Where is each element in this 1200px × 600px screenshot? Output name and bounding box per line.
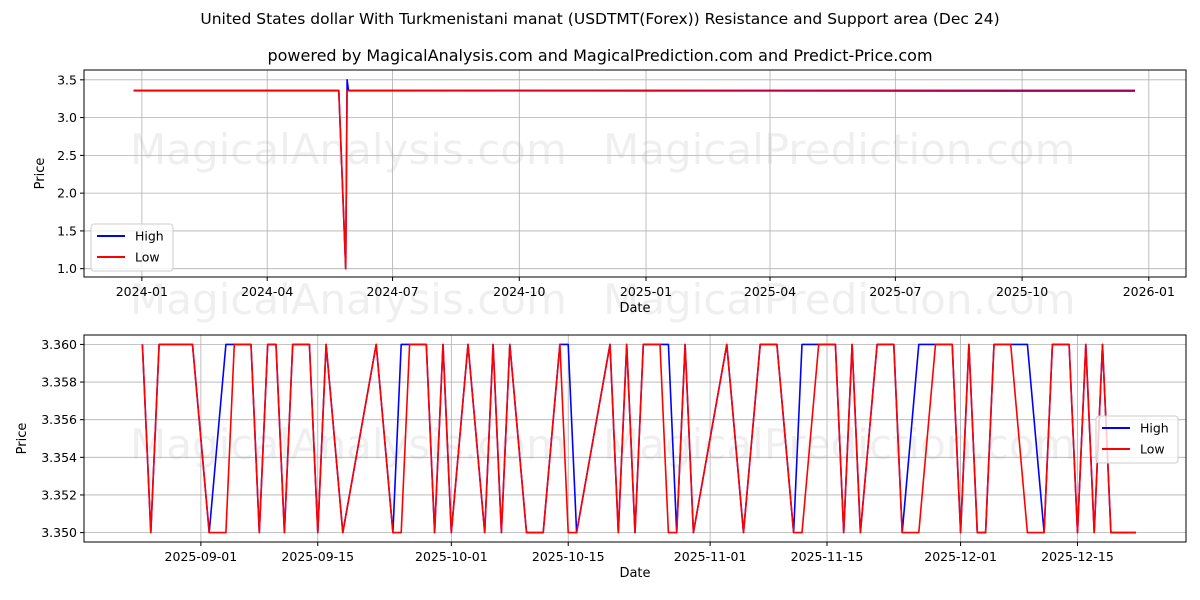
x-tick-label: 2025-01 bbox=[620, 284, 672, 299]
x-tick-label: 2025-09-01 bbox=[165, 549, 238, 564]
y-tick-label: 2.5 bbox=[57, 148, 77, 163]
plot-frame bbox=[83, 334, 1187, 543]
x-tick-label: 2025-12-15 bbox=[1041, 549, 1114, 564]
watermark: MagicalPrediction.com bbox=[603, 125, 1076, 174]
chart-2: MagicalAnalysis.com MagicalPrediction.com… bbox=[15, 334, 1187, 581]
y-tick-label: 3.350 bbox=[41, 525, 77, 540]
legend-label: Low bbox=[135, 250, 160, 265]
x-tick-label: 2024-01 bbox=[116, 284, 168, 299]
x-tick-label: 2025-10-01 bbox=[415, 549, 488, 564]
x-tick-label: 2026-01 bbox=[1123, 284, 1175, 299]
y-tick-label: 3.0 bbox=[57, 110, 77, 125]
y-axis-label: Price bbox=[33, 158, 48, 190]
x-tick-label: 2025-09-15 bbox=[281, 549, 354, 564]
x-axis-label: Date bbox=[619, 566, 650, 581]
watermark: MagicalAnalysis.com bbox=[130, 275, 567, 324]
plot-frame bbox=[83, 69, 1187, 278]
y-tick-label: 2.0 bbox=[57, 186, 77, 201]
legend-label: High bbox=[135, 229, 164, 244]
x-axis-label: Date bbox=[619, 301, 650, 316]
chart-title: United States dollar With Turkmenistani … bbox=[200, 10, 1000, 28]
legend-label: Low bbox=[1140, 442, 1165, 457]
legend: High Low bbox=[90, 223, 174, 272]
y-axis-label: Price bbox=[15, 423, 30, 455]
series-line-high bbox=[133, 79, 1135, 270]
y-tick-label: 1.5 bbox=[57, 223, 77, 238]
x-tick-label: 2024-04 bbox=[241, 284, 293, 299]
y-tick-label: 3.356 bbox=[41, 412, 77, 427]
y-tick-label: 3.5 bbox=[57, 72, 77, 87]
chart-subtitle: powered by MagicalAnalysis.com and Magic… bbox=[267, 46, 933, 65]
x-tick-label: 2025-11-15 bbox=[791, 549, 864, 564]
x-tick-label: 2025-11-01 bbox=[674, 549, 747, 564]
x-tick-label: 2024-07 bbox=[366, 284, 418, 299]
x-tick-label: 2025-04 bbox=[744, 284, 796, 299]
y-tick-label: 3.354 bbox=[41, 450, 77, 465]
y-tick-label: 1.0 bbox=[57, 261, 77, 276]
x-tick-label: 2025-10 bbox=[996, 284, 1048, 299]
y-tick-label: 3.352 bbox=[41, 487, 77, 502]
y-tick-label: 3.360 bbox=[41, 337, 77, 352]
series-line-low bbox=[141, 343, 1136, 534]
x-tick-label: 2024-10 bbox=[493, 284, 545, 299]
series-line-low bbox=[133, 90, 1136, 270]
legend-label: High bbox=[1140, 421, 1169, 436]
watermark: MagicalPrediction.com bbox=[603, 275, 1076, 324]
y-tick-label: 3.358 bbox=[41, 375, 77, 390]
watermark: MagicalAnalysis.com bbox=[130, 125, 567, 174]
x-tick-label: 2025-10-15 bbox=[532, 549, 605, 564]
legend: High Low bbox=[1095, 415, 1179, 464]
watermark: MagicalAnalysis.com bbox=[130, 420, 567, 469]
chart-1: MagicalAnalysis.com MagicalPrediction.com… bbox=[33, 69, 1187, 324]
x-tick-label: 2025-12-01 bbox=[924, 549, 997, 564]
x-tick-label: 2025-07 bbox=[869, 284, 921, 299]
